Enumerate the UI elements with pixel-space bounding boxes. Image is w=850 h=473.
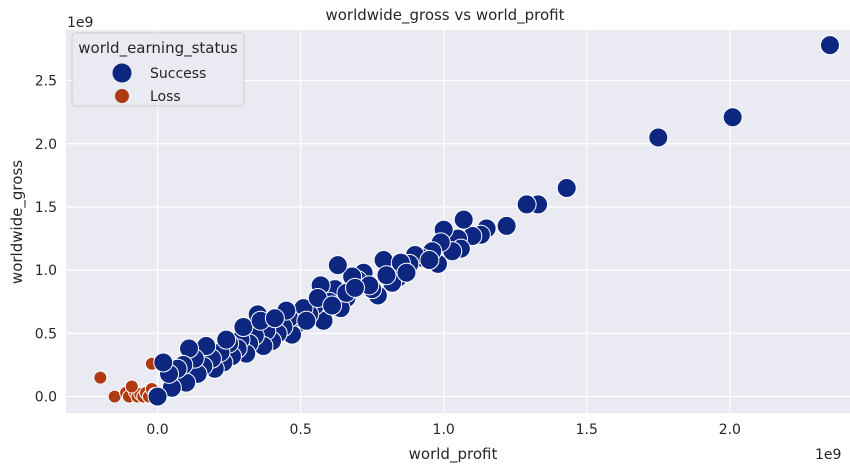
data-point-success — [233, 317, 254, 338]
y-tick-label: 2.0 — [35, 137, 57, 153]
y-tick-label: 2.5 — [35, 74, 57, 90]
data-point-success — [453, 209, 474, 230]
legend-label-success: Success — [150, 66, 206, 82]
data-point-success — [344, 277, 365, 298]
data-point-success — [264, 308, 285, 329]
data-point-success — [556, 178, 577, 199]
data-point-success — [496, 215, 517, 236]
data-point-success — [722, 107, 743, 128]
x-tick-label: 1.5 — [576, 422, 598, 438]
points-layer — [93, 35, 840, 407]
x-tick-label: 2.0 — [719, 422, 741, 438]
data-point-loss — [124, 379, 139, 394]
legend-marker-loss — [115, 89, 129, 103]
legend-box — [71, 32, 245, 107]
x-tick-label: 0.0 — [146, 422, 168, 438]
y-tick-label: 1.0 — [35, 263, 57, 279]
y-tick-label: 0.5 — [35, 326, 57, 342]
x-tick-label: 1.0 — [433, 422, 455, 438]
data-point-loss — [93, 370, 108, 385]
y-tick-label: 0.0 — [35, 390, 57, 406]
data-point-success — [648, 127, 669, 148]
x-axis-label: world_profit — [409, 445, 498, 464]
legend-marker-success — [112, 63, 132, 83]
legend-title: world_earning_status — [78, 39, 238, 58]
data-point-success — [216, 329, 237, 350]
x-tick-labels: 0.0 0.5 1.0 1.5 2.0 — [146, 422, 741, 438]
data-point-success — [376, 265, 397, 286]
data-point-success — [296, 310, 317, 331]
chart-title: worldwide_gross vs world_profit — [325, 6, 564, 25]
data-point-success — [153, 352, 174, 373]
y-offset-label: 1e9 — [67, 15, 93, 31]
data-point-success — [327, 255, 348, 276]
x-offset-label: 1e9 — [815, 447, 841, 463]
y-tick-labels: 0.0 0.5 1.0 1.5 2.0 2.5 — [35, 74, 57, 406]
x-tick-label: 0.5 — [289, 422, 311, 438]
data-point-success — [419, 250, 440, 271]
y-axis-label: worldwide_gross — [8, 160, 27, 284]
y-tick-label: 1.5 — [35, 200, 57, 216]
data-point-success — [819, 35, 840, 56]
legend-label-loss: Loss — [150, 89, 181, 105]
data-point-success — [147, 386, 168, 407]
data-point-success — [396, 262, 417, 283]
data-point-success — [516, 194, 537, 215]
legend: world_earning_status Success Loss — [71, 32, 245, 107]
data-point-success — [322, 295, 343, 316]
